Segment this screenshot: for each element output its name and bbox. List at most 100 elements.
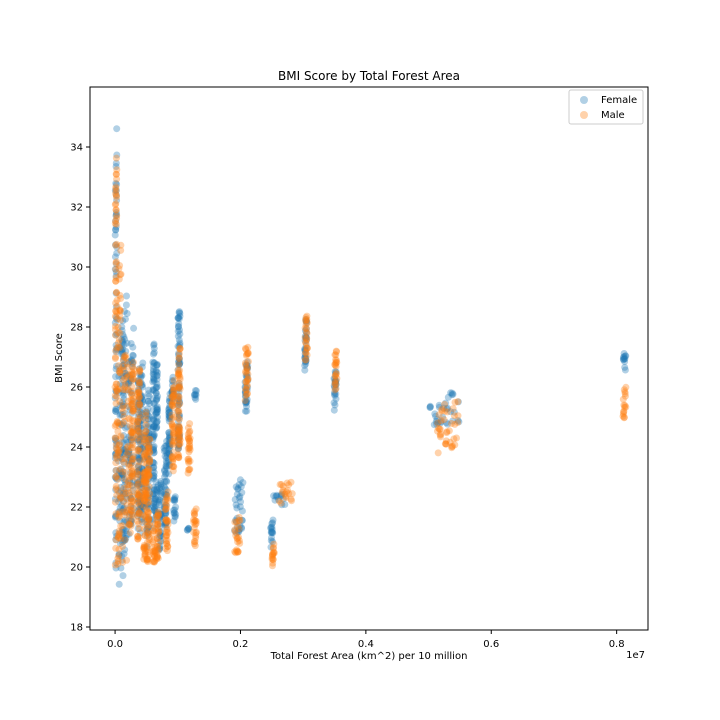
data-point-male [154,528,162,536]
data-point-female [120,476,128,483]
data-point-female [153,509,161,516]
data-point-male [150,551,157,558]
data-point-male [454,419,462,426]
data-point-male [112,441,120,449]
data-point-male [175,370,183,378]
data-point-female [170,509,178,517]
data-point-male [621,388,629,396]
data-point-female [113,532,121,540]
data-point-female [150,341,158,349]
data-point-male [242,378,250,386]
data-point-male [145,528,153,536]
data-point-female [136,476,144,484]
data-point-male [170,392,178,400]
data-point-female [162,469,170,477]
data-point-male [269,555,277,563]
data-point-female [124,386,132,394]
data-point-female [118,348,126,356]
data-point-female [243,364,251,372]
data-point-male [303,325,310,333]
data-point-male [145,515,153,523]
data-point-female [118,471,126,479]
data-point-male [184,435,192,443]
data-point-female [619,355,627,363]
data-point-female [111,231,119,239]
data-point-female [119,490,127,498]
data-point-male [163,502,171,510]
data-point-female [126,491,134,499]
data-point-female [152,396,160,404]
data-point-female [145,470,153,478]
data-point-male [169,455,177,463]
data-point-male [143,555,151,563]
data-point-female [233,514,241,522]
data-point-female [115,580,123,588]
data-point-female [622,352,630,360]
data-point-female [129,434,137,442]
data-point-female [150,446,157,454]
data-point-male [163,516,171,524]
data-point-female [621,366,629,374]
data-point-female [113,315,121,323]
legend-label-female: Female [601,95,637,106]
data-point-female [134,463,142,471]
data-point-male [176,373,184,381]
data-point-male [112,299,120,307]
data-point-female [149,492,157,500]
data-point-male [174,370,182,378]
data-point-female [150,432,158,440]
data-point-female [125,433,133,441]
data-point-female [112,512,120,520]
data-point-male [176,425,184,433]
data-point-male [128,429,136,437]
data-point-male [128,429,136,436]
data-point-female [128,457,136,465]
data-point-male [128,387,135,395]
data-point-female [135,424,143,432]
data-point-female [303,319,311,327]
data-point-female [175,434,183,442]
data-point-female [135,497,143,505]
data-point-female [154,405,162,413]
data-point-female [235,526,243,534]
data-point-male [434,424,442,432]
data-point-female [166,433,174,441]
data-point-male [269,551,277,559]
data-point-male [192,529,200,537]
data-point-male [113,387,121,395]
data-point-female [139,473,147,481]
data-point-male [112,510,120,518]
data-point-male [144,538,152,546]
data-point-male [144,466,152,473]
data-point-female [435,403,443,411]
data-point-female [621,352,629,360]
data-point-female [332,395,340,403]
data-point-male [135,393,143,401]
data-point-male [176,382,183,390]
data-point-male [112,185,120,192]
data-point-female [152,368,160,376]
data-point-male [186,427,194,435]
data-point-female [130,324,138,332]
data-point-male [141,478,149,485]
data-point-male [176,436,184,444]
data-point-male [135,365,143,373]
data-point-male [168,454,176,462]
data-point-female [168,391,176,398]
data-point-female [171,512,179,520]
data-point-female [116,495,124,503]
data-point-male [127,522,135,530]
data-point-female [168,377,176,384]
data-point-female [152,384,160,392]
data-point-male [448,420,456,427]
data-point-female [116,454,124,461]
data-point-female [155,546,163,554]
data-point-male [269,550,276,558]
data-point-female [331,375,339,383]
data-point-female [175,355,183,363]
y-tick-label: 20 [70,563,83,574]
data-point-female [150,445,158,453]
data-point-male [114,339,122,347]
data-point-female [448,391,456,399]
data-point-female [166,402,174,410]
